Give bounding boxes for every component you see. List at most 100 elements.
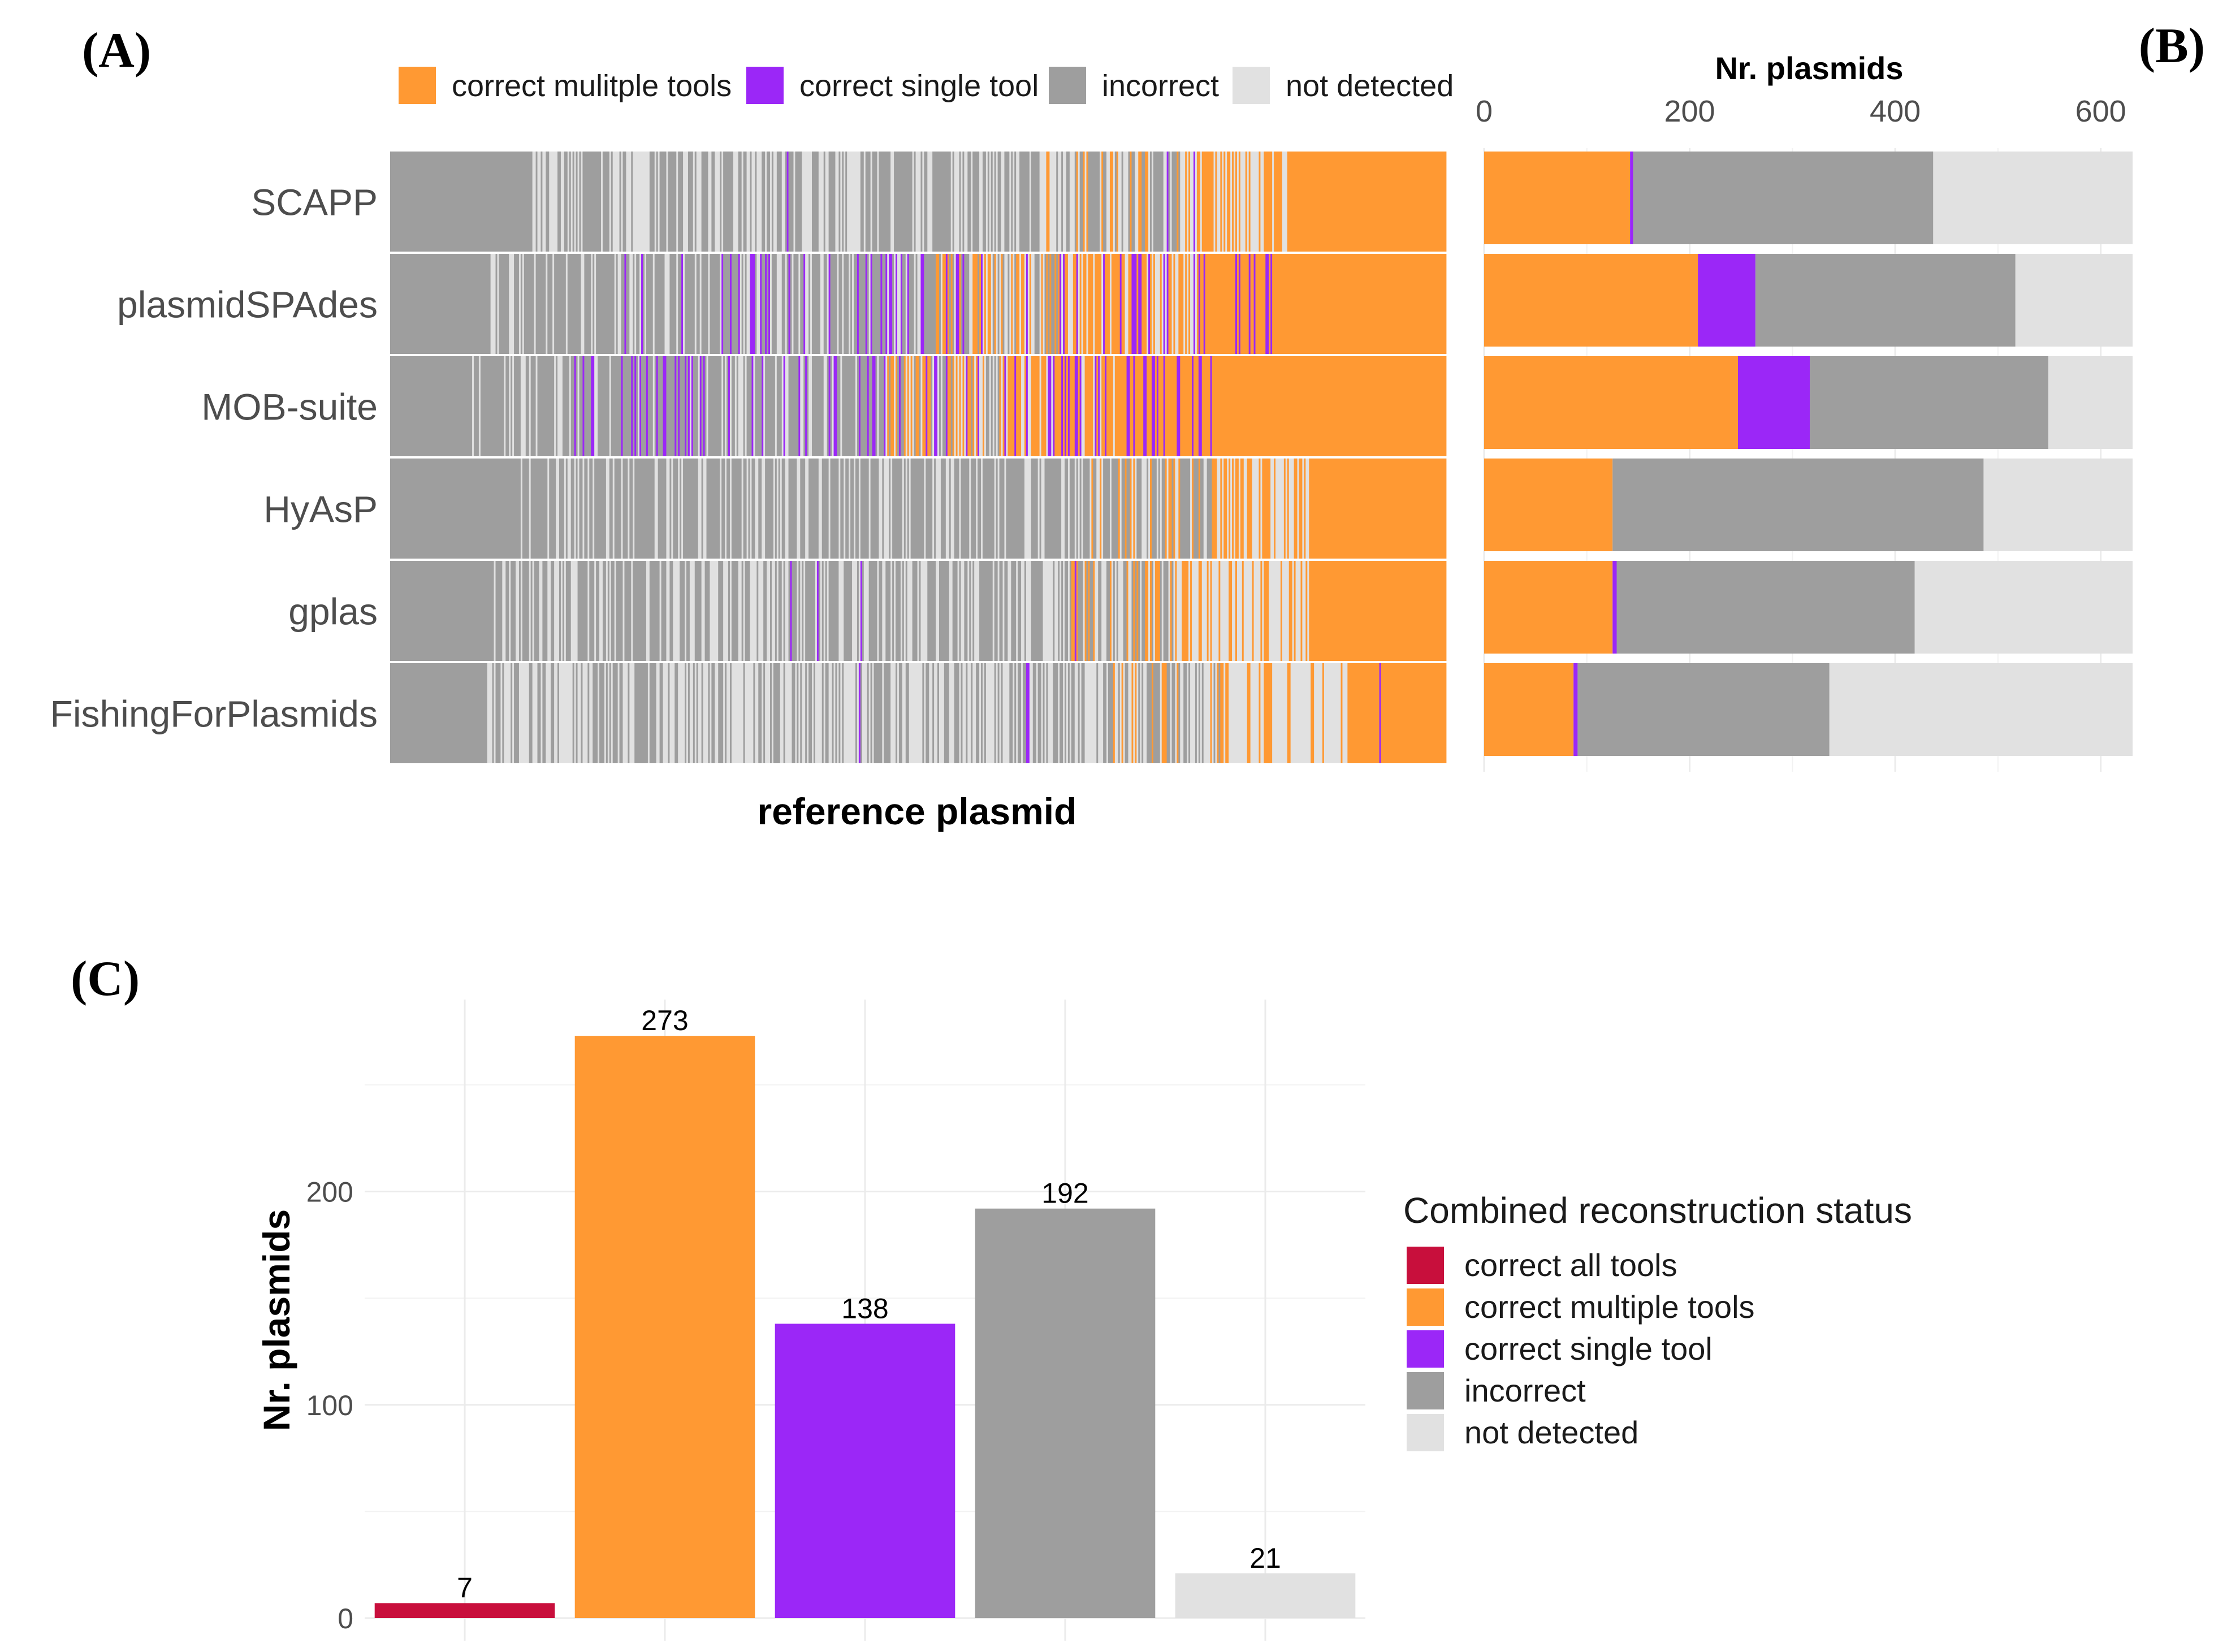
heatmap-cell bbox=[1151, 561, 1154, 661]
heatmap-cell bbox=[1305, 561, 1308, 661]
heatmap-cell bbox=[1180, 459, 1191, 559]
heatmap-cell bbox=[1238, 152, 1241, 252]
heatmap-cell bbox=[1161, 663, 1167, 763]
heatmap-cell bbox=[1048, 254, 1050, 354]
heatmap-cell bbox=[576, 152, 578, 252]
heatmap-cell bbox=[1007, 561, 1011, 661]
heatmap-cell bbox=[997, 663, 1000, 763]
heatmap-cell bbox=[882, 561, 886, 661]
heatmap-cell bbox=[698, 663, 702, 763]
y-tick-label: 100 bbox=[306, 1390, 353, 1421]
heatmap-cell bbox=[591, 254, 593, 354]
heatmap-cell bbox=[621, 152, 623, 252]
heatmap-cell bbox=[999, 356, 1001, 456]
heatmap-cell bbox=[907, 459, 910, 559]
heatmap-cell bbox=[731, 459, 742, 559]
heatmap-cell bbox=[1065, 254, 1069, 354]
heatmap-cell bbox=[1379, 663, 1381, 763]
heatmap-cell bbox=[981, 459, 983, 559]
heatmap-cell bbox=[778, 459, 781, 559]
heatmap-cell bbox=[582, 663, 588, 763]
heatmap-cell bbox=[678, 459, 680, 559]
heatmap-cell bbox=[1089, 561, 1093, 661]
heatmap-cell bbox=[1046, 254, 1048, 354]
heatmap-cell bbox=[892, 561, 894, 661]
heatmap-cell bbox=[957, 356, 959, 456]
heatmap-cell bbox=[654, 459, 659, 559]
heatmap-cell bbox=[905, 254, 908, 354]
heatmap-cell bbox=[1234, 459, 1236, 559]
heatmap-cell bbox=[837, 254, 839, 354]
heatmap-cell bbox=[1002, 663, 1010, 763]
bar-segment-not-detected bbox=[1983, 459, 2133, 551]
heatmap-cell bbox=[937, 663, 940, 763]
heatmap-cell bbox=[552, 254, 555, 354]
heatmap-cell bbox=[581, 254, 585, 354]
heatmap-cell bbox=[823, 356, 828, 456]
heatmap-cell bbox=[1125, 663, 1128, 763]
heatmap-cell bbox=[1096, 663, 1099, 763]
heatmap-cell bbox=[818, 459, 823, 559]
heatmap-cell bbox=[1196, 663, 1199, 763]
heatmap-cell bbox=[591, 356, 595, 456]
heatmap-cell bbox=[1259, 663, 1261, 763]
heatmap-cell bbox=[763, 663, 766, 763]
heatmap-cell bbox=[733, 152, 739, 252]
heatmap-cell bbox=[738, 356, 744, 456]
heatmap-cell bbox=[964, 356, 966, 456]
heatmap-cell bbox=[842, 152, 844, 252]
heatmap-cell bbox=[961, 663, 963, 763]
heatmap-cell bbox=[1067, 459, 1070, 559]
heatmap-cell bbox=[1119, 254, 1122, 354]
heatmap-cell bbox=[725, 356, 727, 456]
heatmap-cell bbox=[776, 152, 782, 252]
heatmap-cell bbox=[815, 561, 818, 661]
heatmap-cell bbox=[1071, 663, 1075, 763]
heatmap-cell bbox=[520, 356, 526, 456]
heatmap-cell bbox=[1014, 356, 1017, 456]
heatmap-cell bbox=[912, 561, 918, 661]
heatmap-cell bbox=[1200, 254, 1204, 354]
heatmap-cell bbox=[763, 561, 767, 661]
heatmap-cell bbox=[1098, 356, 1100, 456]
heatmap-cell bbox=[1091, 459, 1093, 559]
heatmap-cell bbox=[1011, 561, 1017, 661]
heatmap-cell bbox=[565, 459, 568, 559]
heatmap-cell bbox=[629, 254, 633, 354]
heatmap-cell bbox=[1148, 459, 1151, 559]
heatmap-cell bbox=[557, 356, 563, 456]
heatmap-cell bbox=[820, 561, 823, 661]
heatmap-cell bbox=[701, 254, 708, 354]
heatmap-cell bbox=[1135, 459, 1137, 559]
heatmap-cell bbox=[1232, 459, 1234, 559]
heatmap-cell bbox=[1101, 254, 1104, 354]
heatmap-cell bbox=[1103, 459, 1110, 559]
heatmap-cell bbox=[795, 663, 797, 763]
heatmap-cell bbox=[738, 152, 742, 252]
heatmap-cell bbox=[619, 152, 621, 252]
heatmap-cell bbox=[579, 356, 583, 456]
heatmap-cell bbox=[685, 356, 687, 456]
heatmap-cell bbox=[1019, 152, 1030, 252]
heatmap-cell bbox=[1165, 356, 1177, 456]
heatmap-cell bbox=[940, 459, 946, 559]
panel-c-y-axis-label: Nr. plasmids bbox=[256, 1209, 297, 1432]
heatmap-cell bbox=[1106, 663, 1109, 763]
heatmap-cell bbox=[1101, 561, 1107, 661]
heatmap-cell bbox=[664, 254, 670, 354]
heatmap-cell bbox=[939, 254, 941, 354]
heatmap-cell bbox=[522, 254, 525, 354]
heatmap-cell bbox=[1147, 459, 1149, 559]
heatmap-cell bbox=[862, 663, 868, 763]
heatmap-cell bbox=[1175, 254, 1179, 354]
heatmap-cell bbox=[781, 459, 786, 559]
heatmap-cell bbox=[838, 152, 841, 252]
heatmap-cell bbox=[1163, 254, 1166, 354]
heatmap-cell bbox=[587, 561, 590, 661]
heatmap-cell bbox=[1250, 152, 1259, 252]
heatmap-cell bbox=[683, 254, 685, 354]
heatmap-cell bbox=[879, 561, 883, 661]
heatmap-cell bbox=[907, 356, 910, 456]
heatmap-cell bbox=[710, 663, 712, 763]
